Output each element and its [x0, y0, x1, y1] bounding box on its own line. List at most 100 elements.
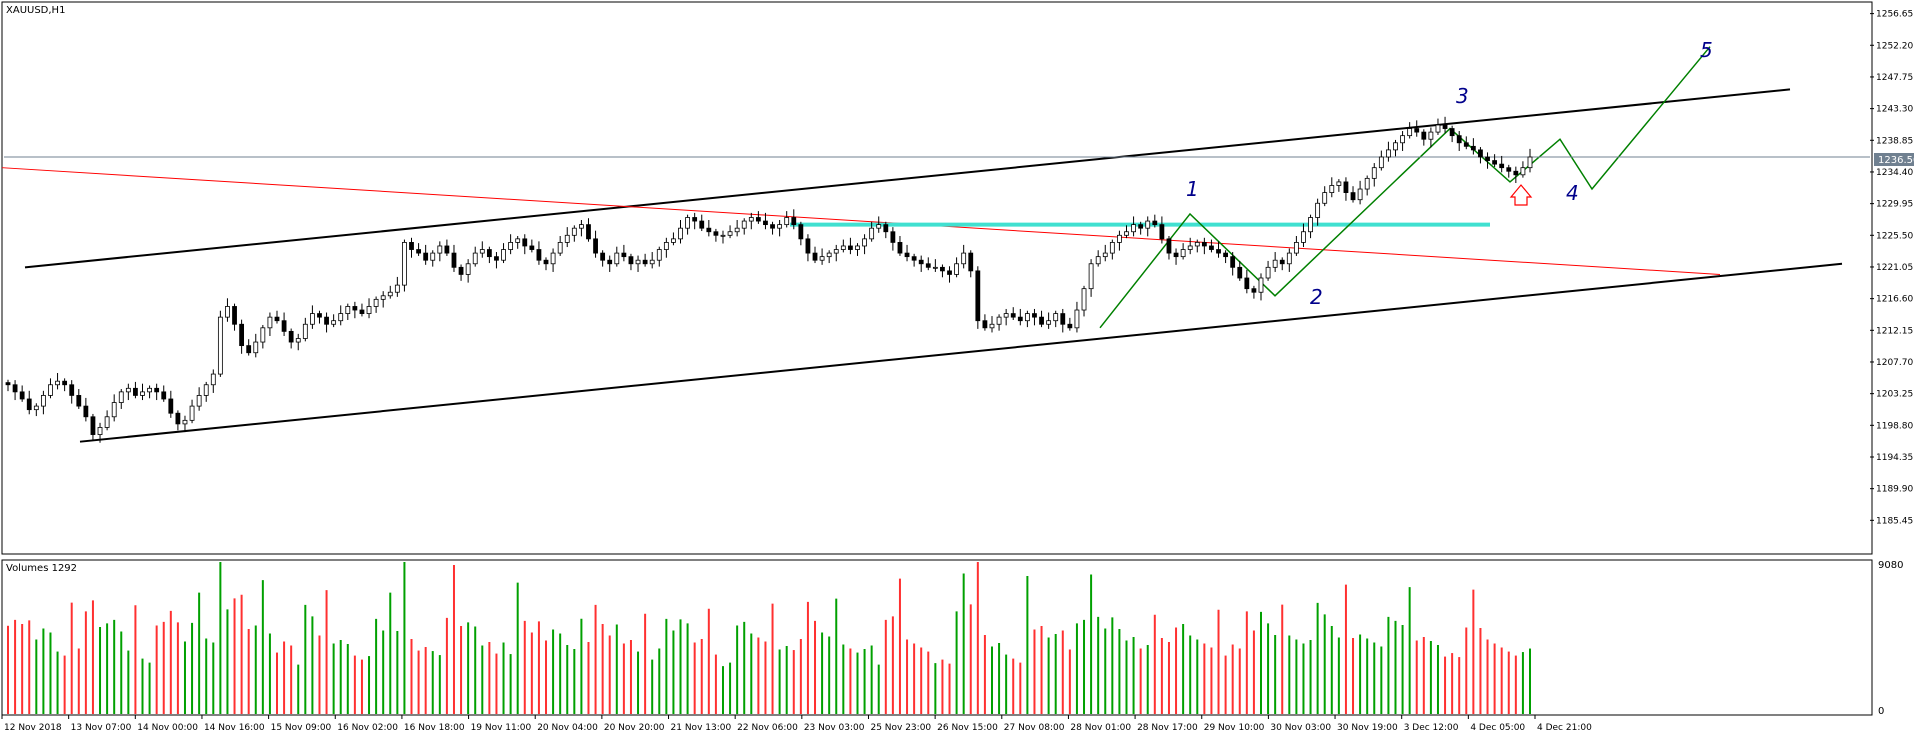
candle-body: [430, 252, 436, 261]
candle-body: [225, 306, 230, 318]
candle-body: [161, 391, 167, 400]
candle-body: [451, 252, 457, 268]
candle-body: [345, 306, 351, 314]
volume-panel-frame: [1, 559, 1873, 716]
y-tick-label: 1189.90: [1876, 485, 1913, 495]
candle-body: [1329, 185, 1335, 193]
trendline-upper-channel: [24, 88, 1791, 269]
candle-body: [812, 252, 818, 261]
candle-body: [1046, 320, 1052, 325]
candle-body: [975, 270, 981, 322]
candle-body: [1187, 245, 1193, 250]
candle-body: [317, 313, 322, 318]
candle-body: [1350, 192, 1356, 201]
candle-body: [147, 387, 152, 393]
candle-body: [288, 330, 294, 343]
x-tick-label: 29 Nov 10:00: [1204, 723, 1265, 733]
candle-body: [1223, 252, 1228, 258]
candle-body: [989, 323, 995, 329]
candle-body: [486, 249, 492, 258]
candle-body: [1201, 242, 1207, 247]
candle-body: [76, 395, 82, 407]
candle-body: [1102, 252, 1108, 258]
candle-body: [472, 252, 478, 265]
candle-body: [246, 345, 252, 354]
candle-body: [1074, 309, 1080, 329]
candle-body: [19, 391, 25, 400]
candle-body: [1527, 156, 1533, 169]
candle-body: [437, 245, 443, 254]
candle-body: [1017, 316, 1023, 322]
symbol-label: XAUUSD,H1: [6, 5, 65, 16]
x-tick-label: 26 Nov 15:00: [937, 723, 998, 733]
candle-body: [1414, 128, 1420, 133]
candle-body: [253, 341, 259, 354]
x-tick-label: 14 Nov 00:00: [137, 723, 198, 733]
volume-label: Volumes 1292: [6, 563, 77, 574]
candle-body: [1315, 202, 1321, 218]
candle-body: [607, 259, 613, 265]
candle-body: [83, 405, 89, 418]
candle-body: [366, 306, 372, 314]
candle-body: [1308, 217, 1313, 233]
candle-body: [210, 373, 216, 386]
candle-body: [706, 227, 712, 233]
y-tick-label: 1243.30: [1876, 105, 1913, 115]
x-tick-label: 16 Nov 18:00: [404, 723, 465, 733]
candle-body: [550, 252, 556, 265]
candle-body: [168, 398, 174, 414]
candle-body: [1272, 259, 1278, 268]
candle-body: [1393, 142, 1398, 151]
y-tick-label: 1203.25: [1876, 390, 1913, 400]
candle-body: [947, 270, 952, 275]
candle-body: [416, 249, 421, 254]
candle-body: [48, 384, 53, 396]
y-tick-label: 1185.45: [1876, 516, 1913, 526]
candle-body: [536, 249, 542, 261]
candle-body: [579, 224, 584, 229]
candle-body: [1456, 135, 1462, 144]
y-tick-label: 1198.80: [1876, 421, 1913, 431]
y-tick-label: 1234.40: [1876, 168, 1913, 178]
candle-body: [968, 252, 974, 272]
candle-body: [1216, 249, 1221, 254]
candle-body: [501, 249, 506, 261]
candle-body: [925, 263, 931, 268]
x-tick-label: 13 Nov 07:00: [71, 723, 132, 733]
candle-body: [741, 220, 747, 229]
candle-body: [62, 380, 68, 386]
candle-body: [755, 217, 761, 222]
candle-body: [196, 395, 202, 407]
candle-body: [1357, 188, 1363, 201]
candle-body: [522, 238, 528, 247]
y-tick-label: 1194.35: [1876, 453, 1913, 463]
candle-body: [133, 387, 138, 396]
y-tick-label: 1238.85: [1876, 136, 1913, 146]
candle-body: [465, 263, 471, 275]
candle-body: [104, 416, 110, 428]
y-tick-label: 1256.65: [1876, 10, 1913, 20]
candle-body: [1053, 313, 1059, 322]
candle-body: [1095, 256, 1101, 265]
candle-body: [996, 316, 1002, 325]
candle-body: [571, 227, 577, 236]
candle-body: [1117, 234, 1122, 243]
candle-body: [897, 242, 903, 254]
candle-body: [727, 231, 733, 236]
candle-body: [1364, 177, 1370, 190]
trendline-red-trendline: [1, 167, 1721, 275]
candle-body: [175, 412, 181, 425]
candle-body: [1499, 163, 1505, 169]
wave-label-4: 4: [1566, 181, 1579, 205]
candles: [5, 116, 1533, 443]
candle-body: [911, 256, 917, 261]
candle-body: [1435, 124, 1441, 133]
candle-body: [338, 313, 344, 322]
candle-body: [33, 405, 39, 411]
candle-body: [784, 217, 790, 226]
candle-body: [1478, 149, 1483, 158]
candle-body: [154, 387, 160, 393]
x-tick-label: 15 Nov 09:00: [271, 723, 332, 733]
